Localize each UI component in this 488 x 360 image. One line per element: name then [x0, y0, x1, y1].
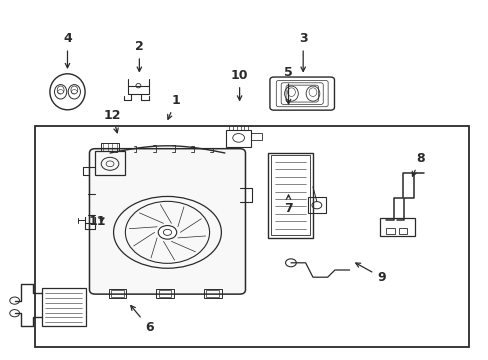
Text: 7: 7 [284, 195, 292, 215]
Text: 10: 10 [230, 69, 248, 100]
Text: 11: 11 [89, 215, 106, 228]
Bar [41, 288, 85, 326]
Bar [250, 133, 261, 140]
Text: 6: 6 [130, 306, 153, 334]
Text: 5: 5 [284, 66, 292, 104]
Text: 2: 2 [135, 40, 143, 71]
Bar [206, 290, 219, 297]
Bar [203, 289, 221, 298]
Text: 9: 9 [355, 263, 385, 284]
Bar [267, 153, 312, 238]
FancyBboxPatch shape [89, 149, 245, 294]
Bar [35, 126, 468, 347]
Text: 1: 1 [167, 94, 180, 119]
Bar [95, 151, 124, 175]
Bar [158, 290, 171, 297]
Bar [398, 228, 407, 234]
Bar [108, 289, 126, 298]
Bar [111, 290, 123, 297]
Text: 8: 8 [411, 152, 424, 176]
Text: 3: 3 [298, 32, 307, 71]
Bar [380, 218, 414, 236]
Bar [386, 228, 394, 234]
Text: 4: 4 [63, 32, 72, 68]
Text: 12: 12 [103, 109, 121, 133]
Bar [307, 197, 325, 213]
Bar [101, 143, 119, 151]
Circle shape [158, 225, 176, 239]
Bar [156, 289, 173, 298]
Bar [226, 130, 250, 147]
Bar [270, 155, 309, 235]
